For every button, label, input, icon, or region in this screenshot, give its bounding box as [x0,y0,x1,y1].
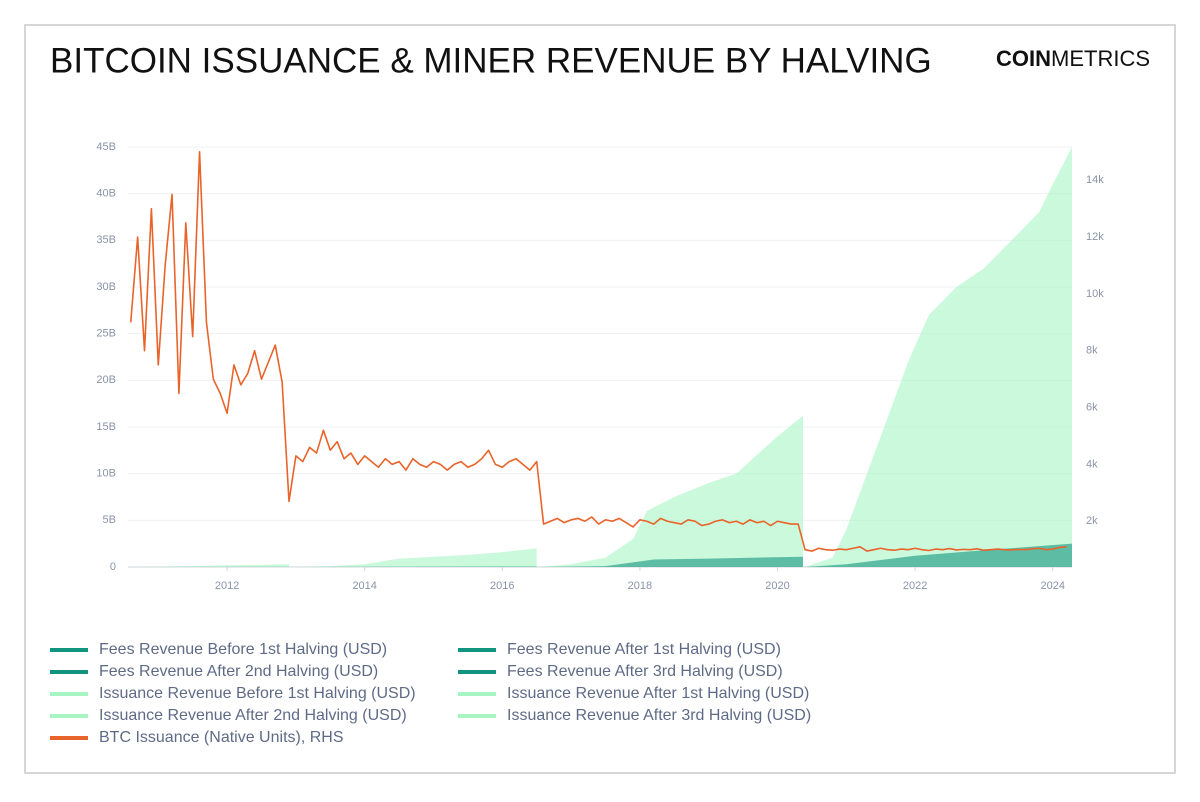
y2-tick-label: 4k [1086,458,1098,470]
y-tick-label: 10B [96,468,116,480]
legend-label: Fees Revenue Before 1st Halving (USD) [99,641,387,658]
x-tick-label: 2018 [628,580,652,592]
y-tick-label: 15B [96,421,116,433]
y2-tick-label: 8k [1086,345,1098,357]
x-tick-label: 2012 [215,580,239,592]
x-tick-label: 2024 [1040,580,1064,592]
x-tick-label: 2022 [903,580,927,592]
x-tick-label: 2014 [352,580,376,592]
legend-label: Fees Revenue After 2nd Halving (USD) [99,663,378,680]
y2-tick-label: 2k [1086,515,1098,527]
legend-label: BTC Issuance (Native Units), RHS [99,729,344,746]
chart-title: BITCOIN ISSUANCE & MINER REVENUE BY HALV… [50,41,932,80]
y2-tick-label: 12k [1086,231,1104,243]
legend-label: Issuance Revenue After 2nd Halving (USD) [99,707,407,724]
legend-label: Issuance Revenue After 1st Halving (USD) [507,685,809,702]
y-tick-label: 30B [96,281,116,293]
y-tick-label: 0 [110,561,116,573]
legend-label: Fees Revenue After 1st Halving (USD) [507,641,781,658]
legend-label: Issuance Revenue Before 1st Halving (USD… [99,685,416,702]
y-tick-label: 5B [103,514,116,526]
y2-tick-label: 14k [1086,174,1104,186]
y-tick-label: 35B [96,234,116,246]
legend-label: Issuance Revenue After 3rd Halving (USD) [507,707,811,724]
y-tick-label: 20B [96,374,116,386]
brand-bold: COIN [996,46,1051,71]
x-tick-label: 2020 [765,580,789,592]
legend-label: Fees Revenue After 3rd Halving (USD) [507,663,783,680]
y-tick-label: 45B [96,141,116,153]
y-tick-label: 40B [96,188,116,200]
brand: COINMETRICS [996,46,1150,71]
x-tick-label: 2016 [490,580,514,592]
y2-tick-label: 10k [1086,288,1104,300]
brand-light: METRICS [1051,46,1150,71]
y-tick-label: 25B [96,328,116,340]
y2-tick-label: 6k [1086,401,1098,413]
